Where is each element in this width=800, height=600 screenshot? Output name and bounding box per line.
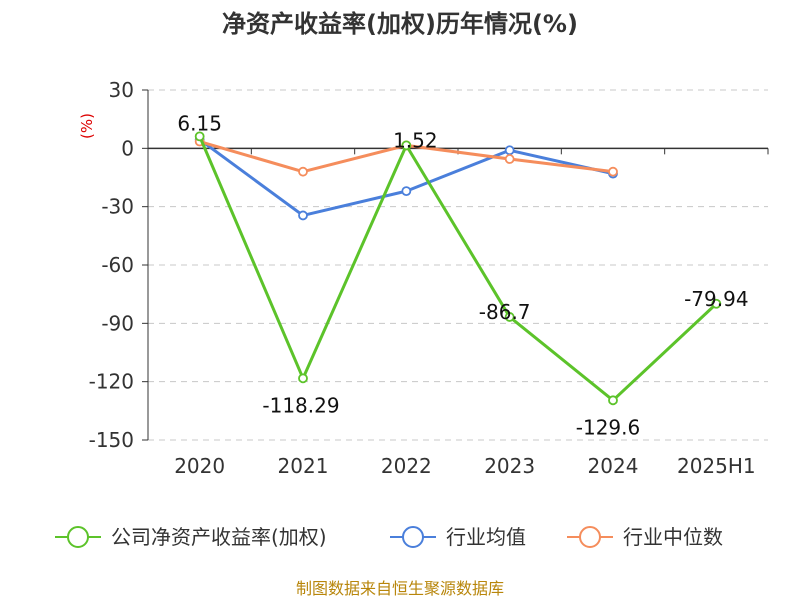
data-labels: 6.15 -118.29 1.52 -86.7 -129.6 -79.94 <box>177 111 748 439</box>
y-tick-label: -90 <box>101 311 134 335</box>
y-axis-unit: (%) <box>78 113 96 139</box>
series-point-1 <box>504 145 515 156</box>
series-point-0 <box>298 373 308 384</box>
x-tick-label: 2021 <box>278 454 329 478</box>
data-label: -118.29 <box>262 393 339 417</box>
x-tick-label: 2022 <box>381 454 432 478</box>
series-point-2 <box>504 154 515 164</box>
x-tick-label: 2020 <box>174 454 225 478</box>
gridlines <box>148 89 768 441</box>
data-label: -86.7 <box>479 300 531 324</box>
data-label: 6.15 <box>177 111 222 135</box>
y-tick-label: -150 <box>89 428 134 452</box>
legend-label: 公司净资产收益率(加权) <box>111 525 327 549</box>
axes: 30 0 -30 -60 -90 -120 -150 2020 2021 2022 2023 2024… <box>89 78 769 478</box>
series-point-1 <box>298 210 308 221</box>
series-point-0 <box>711 298 722 309</box>
y-tick-label: 0 <box>121 136 134 160</box>
chart-title: 净资产收益率(加权)历年情况(%) <box>222 10 578 38</box>
y-tick-label: -60 <box>101 253 134 277</box>
legend-swatch-marker <box>67 526 89 548</box>
data-label: -79.94 <box>684 287 748 311</box>
series-point-0 <box>194 131 205 142</box>
data-label: -129.6 <box>576 415 640 439</box>
legend-swatch-marker <box>579 526 601 548</box>
legend-label: 行业均值 <box>446 525 526 549</box>
legend-label: 行业中位数 <box>623 525 723 549</box>
series-layer <box>194 131 722 406</box>
series-point-0 <box>401 140 412 151</box>
y-tick-label: -120 <box>89 370 134 394</box>
series-point-0 <box>608 395 618 406</box>
legend-swatch-marker <box>402 526 424 548</box>
series-point-2 <box>608 166 618 177</box>
series-line-0 <box>198 135 718 402</box>
series-point-0 <box>504 312 515 322</box>
y-tick-label: -30 <box>101 195 134 219</box>
x-tick-label: 2025H1 <box>677 454 756 478</box>
data-label: 1.52 <box>393 128 438 152</box>
x-tick-label: 2024 <box>588 454 639 478</box>
legend: 公司净资产收益率(加权) 行业均值 行业中位数 <box>55 525 723 549</box>
series-point-2 <box>298 166 308 177</box>
series-point-1 <box>401 186 412 197</box>
y-tick-label: 30 <box>109 78 134 102</box>
source-note: 制图数据来自恒生聚源数据库 <box>296 579 504 598</box>
x-tick-label: 2023 <box>484 454 535 478</box>
